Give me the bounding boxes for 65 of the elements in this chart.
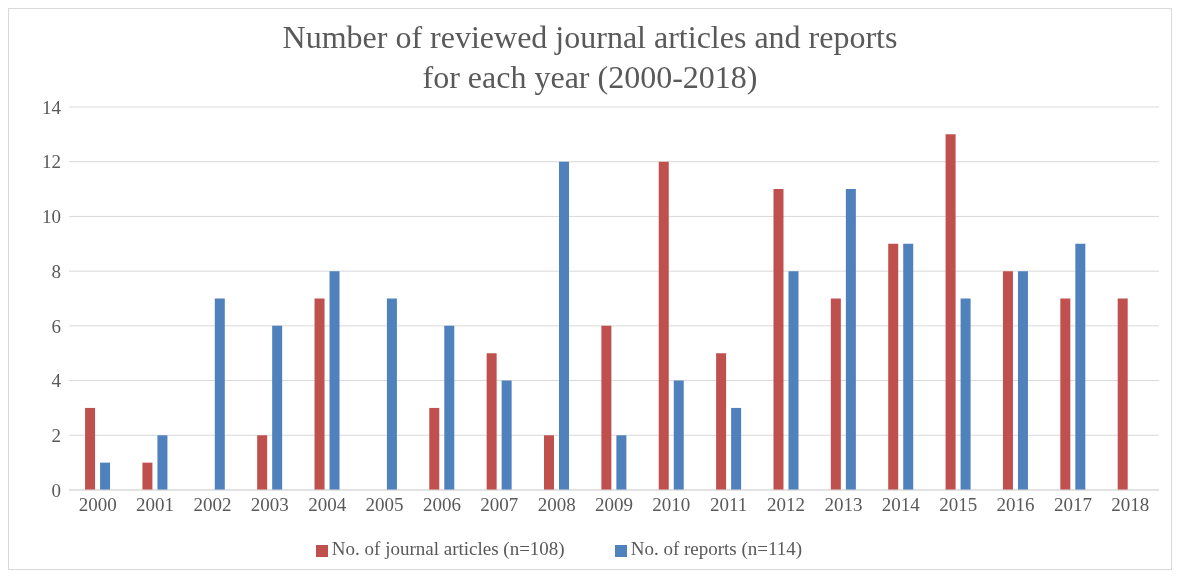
x-tick-label: 2002 [193,494,232,516]
bar [100,462,111,490]
x-tick-label: 2008 [537,494,576,516]
x-tick-label: 2007 [480,494,519,516]
y-tick-label: 4 [51,370,62,392]
bar [716,353,727,490]
bar [1002,271,1013,490]
bar [142,462,153,490]
bar [386,298,397,490]
y-tick-label: 8 [51,260,61,282]
x-tick-label: 2001 [136,494,175,516]
bar [845,189,856,490]
bar [544,435,555,490]
x-tick-label: 2006 [422,494,461,516]
bar [945,134,956,490]
bar [257,435,268,490]
bar [444,325,455,490]
x-tick-label: 2009 [595,494,633,516]
bar [773,189,784,490]
bar [1075,243,1086,490]
bar [272,325,283,490]
bar [601,325,612,490]
bar [486,353,497,490]
bar [731,407,742,490]
legend-label: No. of reports (n=114) [630,538,803,559]
bar [1060,298,1071,490]
y-tick-label: 10 [42,206,61,228]
bar [960,298,971,490]
bar [85,407,96,490]
bar [559,161,570,490]
x-tick-label: 2011 [710,494,748,516]
bar [1017,271,1028,490]
y-tick-label: 6 [51,315,61,337]
legend-label: No. of journal articles (n=108) [331,538,565,559]
x-tick-label: 2018 [1111,494,1150,516]
bar [903,243,914,490]
bar [616,435,627,490]
x-tick-label: 2005 [365,494,404,516]
y-tick-label: 0 [51,479,61,501]
x-tick-label: 2010 [652,494,691,516]
y-tick-label: 12 [42,151,61,173]
x-tick-label: 2003 [250,494,289,516]
bar [329,271,340,490]
bar [673,380,684,490]
chart-title: Number of reviewed journal articles and reports for each year (2000-2018) [281,18,899,97]
x-tick-label: 2000 [78,494,117,516]
bar [501,380,512,490]
x-tick-label: 2017 [1053,494,1092,516]
bar [830,298,841,490]
bar [429,407,440,490]
x-tick-label: 2014 [881,494,921,516]
bar [788,271,799,490]
bar [658,161,669,490]
bar [1117,298,1128,490]
y-tick-label: 2 [51,425,61,447]
bar [157,435,168,490]
x-tick-label: 2004 [308,494,347,516]
y-tick-label: 14 [42,96,62,118]
bar [314,298,325,490]
x-tick-label: 2015 [939,494,978,516]
bar [888,243,899,490]
x-tick-label: 2013 [824,494,863,516]
x-tick-label: 2016 [996,494,1035,516]
bar [214,298,225,490]
x-tick-label: 2012 [767,494,806,516]
